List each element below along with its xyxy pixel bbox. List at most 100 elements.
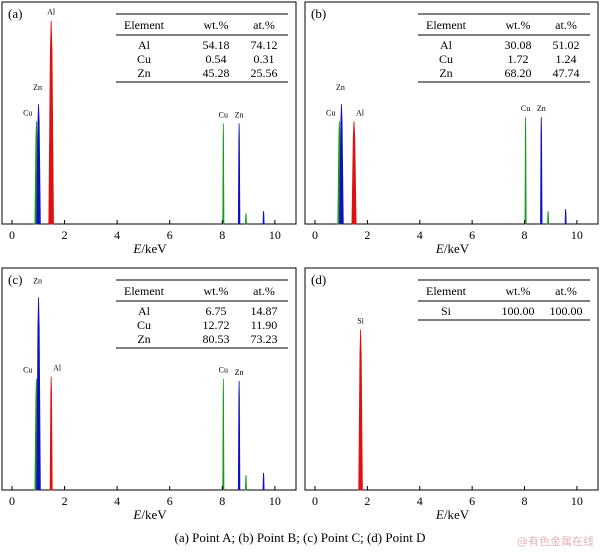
x-tick-label: 8: [219, 494, 225, 508]
x-tick-label: 0: [312, 228, 318, 242]
table-cell: Cu: [137, 318, 151, 332]
peak-label-zn: Zn: [336, 83, 345, 92]
table-cell: Si: [441, 304, 452, 318]
x-axis-label: E/keV: [435, 507, 470, 522]
table-header: at.%: [555, 284, 577, 298]
table-cell: 74.12: [251, 38, 278, 52]
peak-al: [49, 376, 53, 491]
x-tick-label: 10: [571, 494, 583, 508]
x-tick-label: 8: [522, 228, 528, 242]
peak-zn: [339, 104, 344, 225]
peak-label-cu: Cu: [23, 108, 32, 117]
table-cell: 68.20: [505, 66, 532, 80]
x-tick-label: 4: [114, 228, 120, 242]
table-cell: 54.18: [203, 38, 230, 52]
table-cell: Al: [440, 38, 453, 52]
table-cell: 6.75: [206, 304, 227, 318]
x-tick-label: 2: [364, 494, 370, 508]
peak-label-cu: Cu: [219, 110, 228, 119]
peak-zn: [262, 472, 265, 491]
table-cell: 45.28: [203, 66, 230, 80]
peak-cu: [222, 378, 225, 491]
table-cell: 100.00: [550, 304, 583, 318]
peak-al: [48, 20, 54, 225]
peak-zn: [262, 211, 265, 225]
table-cell: 47.74: [553, 66, 580, 80]
table-cell: Zn: [137, 66, 150, 80]
table-cell: 1.24: [556, 52, 577, 66]
table-cell: 1.72: [508, 52, 529, 66]
x-tick-label: 8: [219, 228, 225, 242]
plot-frame: [1, 1, 297, 225]
watermark: @有色金属在线: [517, 535, 594, 548]
peak-al: [351, 121, 357, 225]
plot-frame: [1, 267, 297, 491]
x-tick-label: 6: [167, 494, 173, 508]
x-tick-label: 10: [269, 494, 281, 508]
x-axis-label: E/keV: [435, 241, 470, 256]
table-cell: 80.53: [203, 332, 230, 346]
peak-label-zn: Zn: [235, 110, 244, 119]
peak-label-zn: Zn: [537, 104, 546, 113]
x-tick-label: 8: [522, 494, 528, 508]
peak-cu: [547, 211, 550, 225]
peak-label-cu: Cu: [326, 108, 335, 117]
table-header: Element: [426, 18, 467, 32]
table-cell: Cu: [439, 52, 453, 66]
plot-frame: [304, 1, 599, 225]
peak-si: [358, 329, 363, 491]
table-cell: 11.90: [251, 318, 278, 332]
peak-cu: [244, 213, 247, 225]
peak-cu: [524, 116, 527, 225]
x-tick-label: 2: [62, 494, 68, 508]
peak-label-al: Al: [53, 364, 62, 373]
x-tick-label: 6: [469, 228, 475, 242]
table-cell: Zn: [439, 66, 452, 80]
peak-label-cu: Cu: [219, 366, 228, 375]
table-cell: 25.56: [251, 66, 278, 80]
plot-frame: [304, 267, 599, 491]
figure-caption: (a) Point A; (b) Point B; (c) Point C; (…: [174, 530, 426, 545]
table-cell: Zn: [137, 332, 150, 346]
x-tick-label: 6: [469, 494, 475, 508]
peak-label-cu: Cu: [521, 104, 530, 113]
table-cell: Cu: [137, 52, 151, 66]
peak-zn: [237, 380, 241, 491]
table-header: Element: [426, 284, 467, 298]
table-header: wt.%: [506, 284, 531, 298]
x-tick-label: 2: [62, 228, 68, 242]
peak-cu: [222, 123, 225, 225]
table-header: wt.%: [204, 284, 229, 298]
x-tick-label: 0: [9, 494, 15, 508]
table-header: at.%: [253, 18, 275, 32]
table-header: at.%: [253, 284, 275, 298]
x-tick-label: 4: [417, 494, 423, 508]
peak-label-al: Al: [47, 8, 56, 17]
x-axis-label: E/keV: [132, 507, 167, 522]
peak-zn: [237, 123, 241, 225]
panel-label: (a): [8, 6, 22, 21]
peak-label-zn: Zn: [33, 83, 42, 92]
x-tick-label: 10: [269, 228, 281, 242]
peak-label-zn: Zn: [33, 276, 42, 285]
x-tick-label: 10: [571, 228, 583, 242]
table-header: Element: [124, 18, 165, 32]
x-tick-label: 0: [312, 494, 318, 508]
peak-label-al: Al: [356, 108, 365, 117]
x-tick-label: 6: [167, 228, 173, 242]
table-header: wt.%: [204, 18, 229, 32]
table-cell: 100.00: [502, 304, 535, 318]
peak-zn: [564, 208, 567, 225]
panel-d: (d) Si 0 2 4 6 8 10 E/keV Element wt.% at.% Si 100.00…: [304, 267, 599, 522]
table-cell: 12.72: [203, 318, 230, 332]
peak-zn: [36, 104, 41, 225]
panel-label: (b): [311, 6, 326, 21]
table-cell: 0.31: [254, 52, 275, 66]
peak-zn: [36, 297, 41, 491]
x-tick-label: 0: [9, 228, 15, 242]
table-cell: Al: [138, 304, 151, 318]
